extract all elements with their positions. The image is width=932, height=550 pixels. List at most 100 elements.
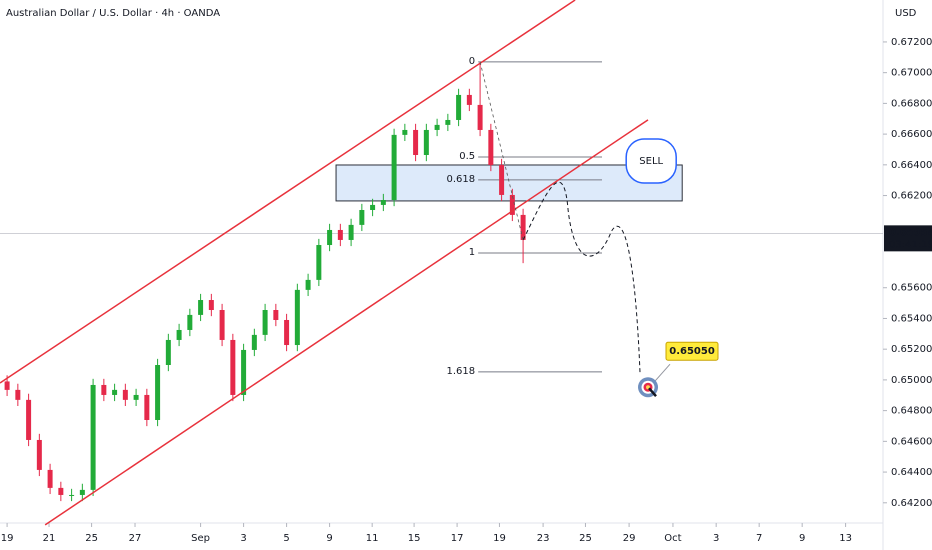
channel-line (44, 119, 649, 526)
x-tick-label: 9 (799, 533, 805, 544)
candle-body (251, 334, 257, 350)
candle-body (488, 129, 494, 165)
candle-body (101, 384, 107, 395)
candle-body (294, 289, 300, 346)
candle-body (423, 129, 429, 156)
fib-label: 0.5 (459, 151, 475, 162)
last-price-label: 0.65954 (889, 227, 932, 238)
x-tick-label: Sep (191, 533, 210, 544)
fib-label: 1.618 (447, 366, 476, 377)
candle-body (176, 329, 182, 340)
candle-body (273, 310, 279, 320)
x-tick-label: 11 (366, 533, 379, 544)
candle-body (359, 209, 365, 225)
x-tick-label: 29 (623, 533, 636, 544)
candle-body (456, 94, 462, 120)
projection-path (522, 181, 641, 375)
x-tick-label: 19 (1, 533, 14, 544)
x-tick-label: 5 (283, 533, 289, 544)
target-label: 0.65050 (669, 346, 715, 357)
candle-body (509, 194, 515, 215)
candle-body (36, 439, 42, 470)
candle-body (112, 389, 118, 395)
candle-body (133, 394, 139, 400)
x-tick-label: 7 (756, 533, 762, 544)
x-tick-label: 15 (408, 533, 421, 544)
candle-body (26, 399, 32, 440)
candle-body (47, 469, 53, 488)
x-tick-label: 27 (129, 533, 142, 544)
candle-body (241, 349, 247, 395)
candle-body (58, 487, 64, 495)
fib-label: 0.618 (447, 174, 476, 185)
candle-body (370, 204, 376, 210)
sell-label: SELL (639, 156, 663, 167)
candle-body (348, 224, 354, 240)
chart-title: Australian Dollar / U.S. Dollar · 4h · O… (6, 8, 220, 19)
candle-body (4, 381, 10, 390)
candle-body (316, 245, 322, 280)
candle-body (165, 339, 171, 365)
y-tick-label: 0.67200 (891, 37, 932, 48)
y-tick-label: 0.66600 (891, 129, 932, 140)
countdown: 03:41:19 (889, 239, 932, 250)
x-tick-label: 25 (579, 533, 592, 544)
candle-body (477, 104, 483, 130)
x-tick-label: 19 (493, 533, 506, 544)
y-tick-label: 0.65200 (891, 344, 932, 355)
candle-body (198, 300, 204, 315)
last-price-tag (884, 225, 932, 252)
candle-body (219, 310, 225, 340)
y-tick-label: 0.66800 (891, 98, 932, 109)
x-tick-label: 17 (451, 533, 464, 544)
candle-body (69, 494, 75, 496)
x-tick-label: 3 (240, 533, 246, 544)
candle-body (15, 389, 21, 400)
currency: USD (895, 8, 917, 19)
x-tick-label: 9 (326, 533, 332, 544)
candle-body (402, 129, 408, 135)
target-pointer (653, 363, 671, 383)
candle-body (208, 300, 214, 311)
candle-body (466, 94, 472, 105)
target-arrow (648, 387, 657, 398)
fib-label: 1 (469, 247, 475, 258)
candle-body (79, 489, 85, 495)
y-tick-label: 0.64800 (891, 406, 932, 417)
target-label-box (665, 341, 719, 361)
y-tick-label: 0.65000 (891, 375, 932, 386)
candle-body (262, 310, 268, 335)
candle-body (144, 394, 150, 420)
fib-label: 0 (469, 56, 475, 67)
candle-body (413, 129, 419, 156)
candle-body (499, 164, 505, 195)
candle-body (520, 214, 526, 240)
y-tick-label: 0.64400 (891, 467, 932, 478)
candle-body (90, 384, 96, 490)
candle-body (337, 229, 343, 240)
y-tick-label: 0.66200 (891, 191, 932, 202)
y-tick-label: 0.65600 (891, 283, 932, 294)
y-tick-label: 0.66400 (891, 160, 932, 171)
candle-body (391, 134, 397, 201)
candle-body (380, 200, 386, 205)
x-tick-label: Oct (664, 533, 681, 544)
y-tick-label: 0.64200 (891, 498, 932, 509)
y-tick-label: 0.67000 (891, 68, 932, 79)
sell-bubble (625, 138, 677, 184)
candle-body (155, 364, 161, 420)
x-tick-label: 25 (85, 533, 98, 544)
candle-body (122, 389, 128, 400)
x-tick-label: 13 (839, 533, 852, 544)
candle-body (434, 124, 440, 130)
candle-body (230, 339, 236, 395)
candle-body (187, 314, 193, 330)
candle-body (445, 119, 451, 125)
projection-drop (479, 61, 524, 241)
candle-body (305, 279, 311, 290)
x-tick-label: 21 (43, 533, 56, 544)
channel-line (0, 0, 576, 384)
x-tick-label: 3 (713, 533, 719, 544)
